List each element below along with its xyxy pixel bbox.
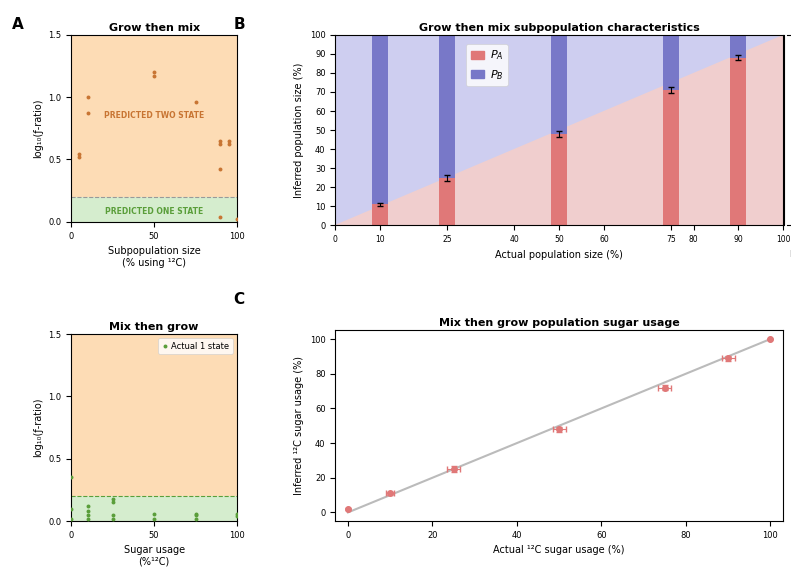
- Text: C: C: [233, 292, 244, 307]
- X-axis label: Population: Population: [789, 251, 791, 259]
- Text: B: B: [233, 17, 245, 32]
- Actual 1 state: [65, 504, 78, 513]
- Bar: [439, 178, 455, 225]
- Title: Mix then grow: Mix then grow: [109, 322, 199, 332]
- Point: [222, 136, 235, 145]
- Actual 1 state: [189, 514, 202, 523]
- Y-axis label: Inferred ¹²C sugar usage (%): Inferred ¹²C sugar usage (%): [294, 356, 305, 495]
- Point: [214, 140, 227, 149]
- Point: [214, 212, 227, 221]
- Actual 1 state: [106, 494, 119, 503]
- Bar: [551, 35, 567, 134]
- Point: [81, 109, 94, 118]
- Actual 1 state: [106, 510, 119, 519]
- Y-axis label: log₁₀(ƒ-ratio): log₁₀(ƒ-ratio): [32, 98, 43, 158]
- Bar: [71, 197, 237, 222]
- Point: [189, 97, 202, 107]
- Actual 1 state: [106, 514, 119, 523]
- Bar: [71, 334, 237, 496]
- X-axis label: Sugar usage
(%¹²C): Sugar usage (%¹²C): [123, 545, 184, 567]
- Actual 1 state: [106, 498, 119, 507]
- Y-axis label: log₁₀(ƒ-ratio): log₁₀(ƒ-ratio): [32, 398, 43, 457]
- Actual 1 state: [189, 510, 202, 519]
- Point: [81, 93, 94, 102]
- Legend: Actual 1 state: Actual 1 state: [158, 338, 233, 354]
- Actual 1 state: [231, 511, 244, 521]
- Point: [148, 68, 161, 77]
- Point: [214, 136, 227, 145]
- Actual 1 state: [81, 501, 94, 511]
- Point: [214, 165, 227, 174]
- Legend: $P_A$, $P_B$: $P_A$, $P_B$: [466, 44, 508, 86]
- X-axis label: Subpopulation size
(% using ¹²C): Subpopulation size (% using ¹²C): [108, 246, 200, 267]
- Point: [231, 215, 244, 224]
- Y-axis label: Inferred population size (%): Inferred population size (%): [294, 63, 305, 198]
- Bar: [664, 35, 679, 90]
- Bar: [71, 496, 237, 521]
- X-axis label: Actual ¹²C sugar usage (%): Actual ¹²C sugar usage (%): [494, 545, 625, 555]
- Bar: [71, 35, 237, 197]
- Actual 1 state: [189, 509, 202, 518]
- Bar: [373, 204, 388, 225]
- Actual 1 state: [81, 507, 94, 516]
- X-axis label: Actual population size (%): Actual population size (%): [495, 250, 623, 260]
- Bar: [551, 134, 567, 225]
- Point: [222, 140, 235, 149]
- Point: [73, 152, 85, 162]
- Actual 1 state: [81, 514, 94, 523]
- Text: PREDICTED TWO STATE: PREDICTED TWO STATE: [104, 111, 204, 120]
- Actual 1 state: [65, 514, 78, 523]
- Bar: [373, 35, 388, 204]
- Actual 1 state: [231, 509, 244, 518]
- Bar: [730, 58, 746, 225]
- Text: A: A: [12, 17, 24, 32]
- Point: [73, 150, 85, 159]
- Polygon shape: [335, 35, 783, 225]
- Actual 1 state: [148, 509, 161, 518]
- Title: Grow then mix subpopulation characteristics: Grow then mix subpopulation characterist…: [418, 23, 699, 32]
- Text: PREDICTED ONE STATE: PREDICTED ONE STATE: [105, 207, 203, 217]
- Title: Grow then mix: Grow then mix: [108, 23, 199, 32]
- Actual 1 state: [65, 473, 78, 482]
- Actual 1 state: [81, 510, 94, 519]
- Bar: [664, 90, 679, 225]
- Actual 1 state: [148, 514, 161, 523]
- Bar: [439, 35, 455, 178]
- Point: [148, 71, 161, 80]
- Polygon shape: [335, 35, 783, 225]
- Title: Mix then grow population sugar usage: Mix then grow population sugar usage: [439, 318, 679, 328]
- Bar: [730, 35, 746, 58]
